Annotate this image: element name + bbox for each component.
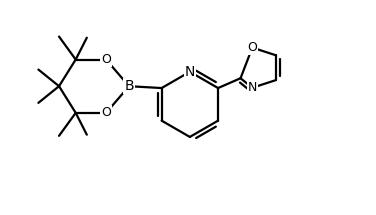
Text: N: N (185, 65, 195, 79)
Text: O: O (101, 53, 111, 66)
Text: B: B (124, 79, 134, 93)
Text: O: O (101, 106, 111, 119)
Text: N: N (248, 81, 257, 94)
Text: O: O (247, 41, 257, 54)
